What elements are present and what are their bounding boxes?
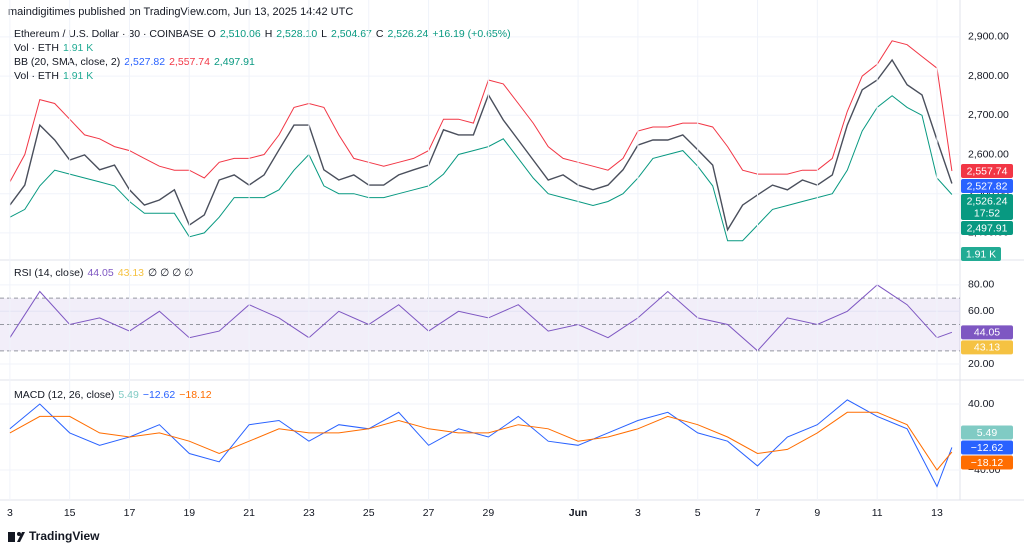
legend-text: BB (20, SMA, close, 2) [14,56,120,68]
series-line [9,411,953,471]
price-label-box [961,179,1013,194]
price-label-box [961,221,1013,236]
x-tick-label: 17 [124,507,136,519]
price-label: −18.12 [971,457,1004,469]
legend-text: C [376,28,384,40]
price-label: 2,527.82 [967,180,1008,192]
legend-text: L [321,28,327,40]
legend-text: 5.49 [118,389,139,401]
legend-text: 44.05 [87,267,113,279]
legend-text: H [265,28,273,40]
price-label: 44.05 [974,327,1000,339]
y-tick-label: 60.00 [968,305,994,317]
volume-label-box [961,247,1001,261]
legend-text: −18.12 [179,389,212,401]
price-label-box [961,455,1013,470]
legend-text: 2,528.10 [276,28,317,40]
y-tick-label: 2,900.00 [968,31,1009,43]
legend-text: O [208,28,216,40]
price-label-box [961,425,1013,440]
price-label: 2,526.24 [967,195,1008,207]
y-tick-label: 2,600.00 [968,148,1009,160]
x-tick-label: 7 [755,507,761,519]
legend-text: +16.19 (+0.65%) [432,28,510,40]
x-tick-label: 9 [814,507,820,519]
series-line [9,399,953,488]
x-tick-label: 3 [7,507,13,519]
price-label-box [961,340,1013,355]
logo [8,532,25,542]
x-tick-label: 23 [303,507,315,519]
x-tick-label: 15 [64,507,76,519]
price-label: −12.62 [971,442,1004,454]
price-label: 43.13 [974,342,1000,354]
published-note: maindigitimes published on TradingView.c… [8,6,353,18]
x-tick-label: 3 [635,507,641,519]
price-label: 2,497.91 [967,222,1008,234]
legend-text: ∅ ∅ ∅ ∅ [148,267,193,279]
price-label-box [961,194,1013,221]
series-line [9,95,953,242]
legend-text: 2,504.67 [331,28,372,40]
series-line [9,40,953,183]
x-tick-label: 29 [483,507,495,519]
y-tick-label: 40.00 [968,398,994,410]
legend-text: 2,510.06 [220,28,261,40]
y-tick-label: 2,700.00 [968,109,1009,121]
legend-text: 2,497.91 [214,56,255,68]
legend-text: 2,526.24 [387,28,428,40]
series-line [9,58,953,232]
x-tick-label: 25 [363,507,375,519]
price-label: 5.49 [977,427,998,439]
price-label-box [961,440,1013,455]
legend-text: 1.91 K [63,70,93,82]
y-tick-label: 80.00 [968,279,994,291]
legend-text: Vol · ETH [14,42,59,54]
x-tick-label: 13 [931,507,943,519]
legend-text: −12.62 [143,389,176,401]
legend-text: 43.13 [118,267,144,279]
y-tick-label: 20.00 [968,358,994,370]
legend-text: MACD (12, 26, close) [14,389,114,401]
price-label-time: 17:52 [974,207,1000,219]
x-tick-label: 21 [243,507,255,519]
x-tick-label: 5 [695,507,701,519]
price-label-box [961,164,1013,179]
legend-text: Ethereum / U.S. Dollar · 30 · COINBASE [14,28,204,40]
y-tick-label: 2,800.00 [968,70,1009,82]
price-label-box [961,325,1013,340]
legend-text: Vol · ETH [14,70,59,82]
brand: TradingView [29,529,100,543]
price-label: 2,557.74 [967,165,1008,177]
x-tick-label: 11 [872,507,883,519]
legend-text: RSI (14, close) [14,267,83,279]
legend-text: 2,527.82 [124,56,165,68]
x-tick-label: Jun [569,507,588,519]
x-tick-label: 19 [183,507,195,519]
x-tick-label: 27 [423,507,435,519]
volume-label: 1.91 K [966,248,996,260]
legend-text: 1.91 K [63,42,93,54]
